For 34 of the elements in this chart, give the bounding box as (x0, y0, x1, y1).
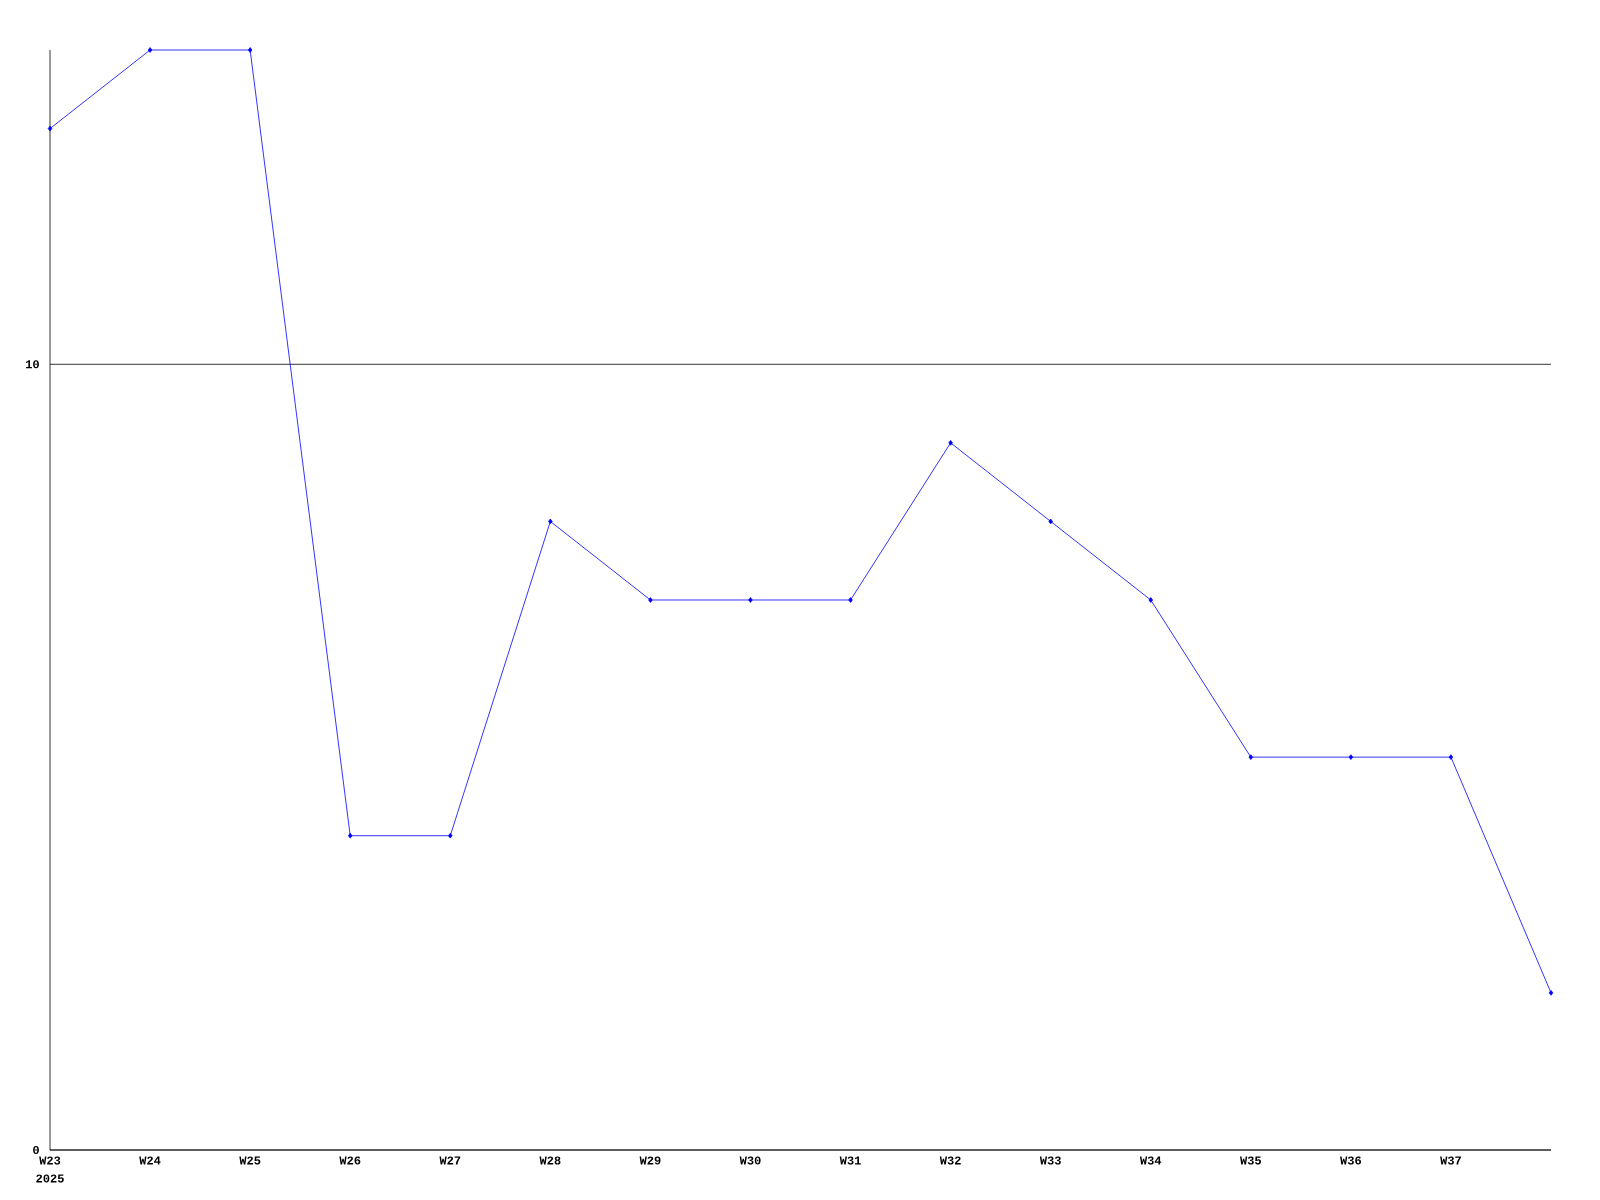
point (1448, 754, 1454, 760)
point (1548, 990, 1554, 996)
text: 2025 (36, 1174, 64, 1183)
x-tick-label: W36 (1340, 1156, 1362, 1165)
point (1248, 754, 1254, 760)
point (548, 518, 553, 525)
x-tick-label: W34 (1139, 1156, 1162, 1165)
x-tick-label: W31 (839, 1156, 861, 1165)
point (848, 597, 853, 603)
point (448, 832, 453, 839)
point (348, 832, 353, 839)
x-tick-label: W28 (539, 1156, 561, 1165)
x-tick-label: W29 (639, 1156, 661, 1165)
point (247, 47, 253, 53)
x-tick-label: W30 (739, 1156, 761, 1165)
x-tick-label: W35 (1240, 1156, 1261, 1165)
y-tick-label: 10 (26, 360, 39, 369)
x-tick-label: W24 (139, 1156, 161, 1165)
x-tick-label: W32 (939, 1156, 961, 1165)
point (1348, 754, 1354, 760)
point (948, 440, 953, 446)
point (1148, 597, 1153, 603)
x-tick-label: W33 (1039, 1156, 1061, 1165)
x-tick-label: W37 (1440, 1156, 1461, 1165)
x-tick-label: W23 (39, 1156, 61, 1165)
point (47, 125, 53, 132)
y-tick-label: 0 (33, 1145, 39, 1155)
point (748, 597, 753, 603)
point (1048, 518, 1053, 525)
x-tick-label: W25 (239, 1156, 261, 1165)
x-tick-label: W27 (439, 1156, 461, 1165)
x-tick-label: W26 (339, 1156, 361, 1165)
point (147, 47, 153, 53)
point (648, 597, 653, 603)
